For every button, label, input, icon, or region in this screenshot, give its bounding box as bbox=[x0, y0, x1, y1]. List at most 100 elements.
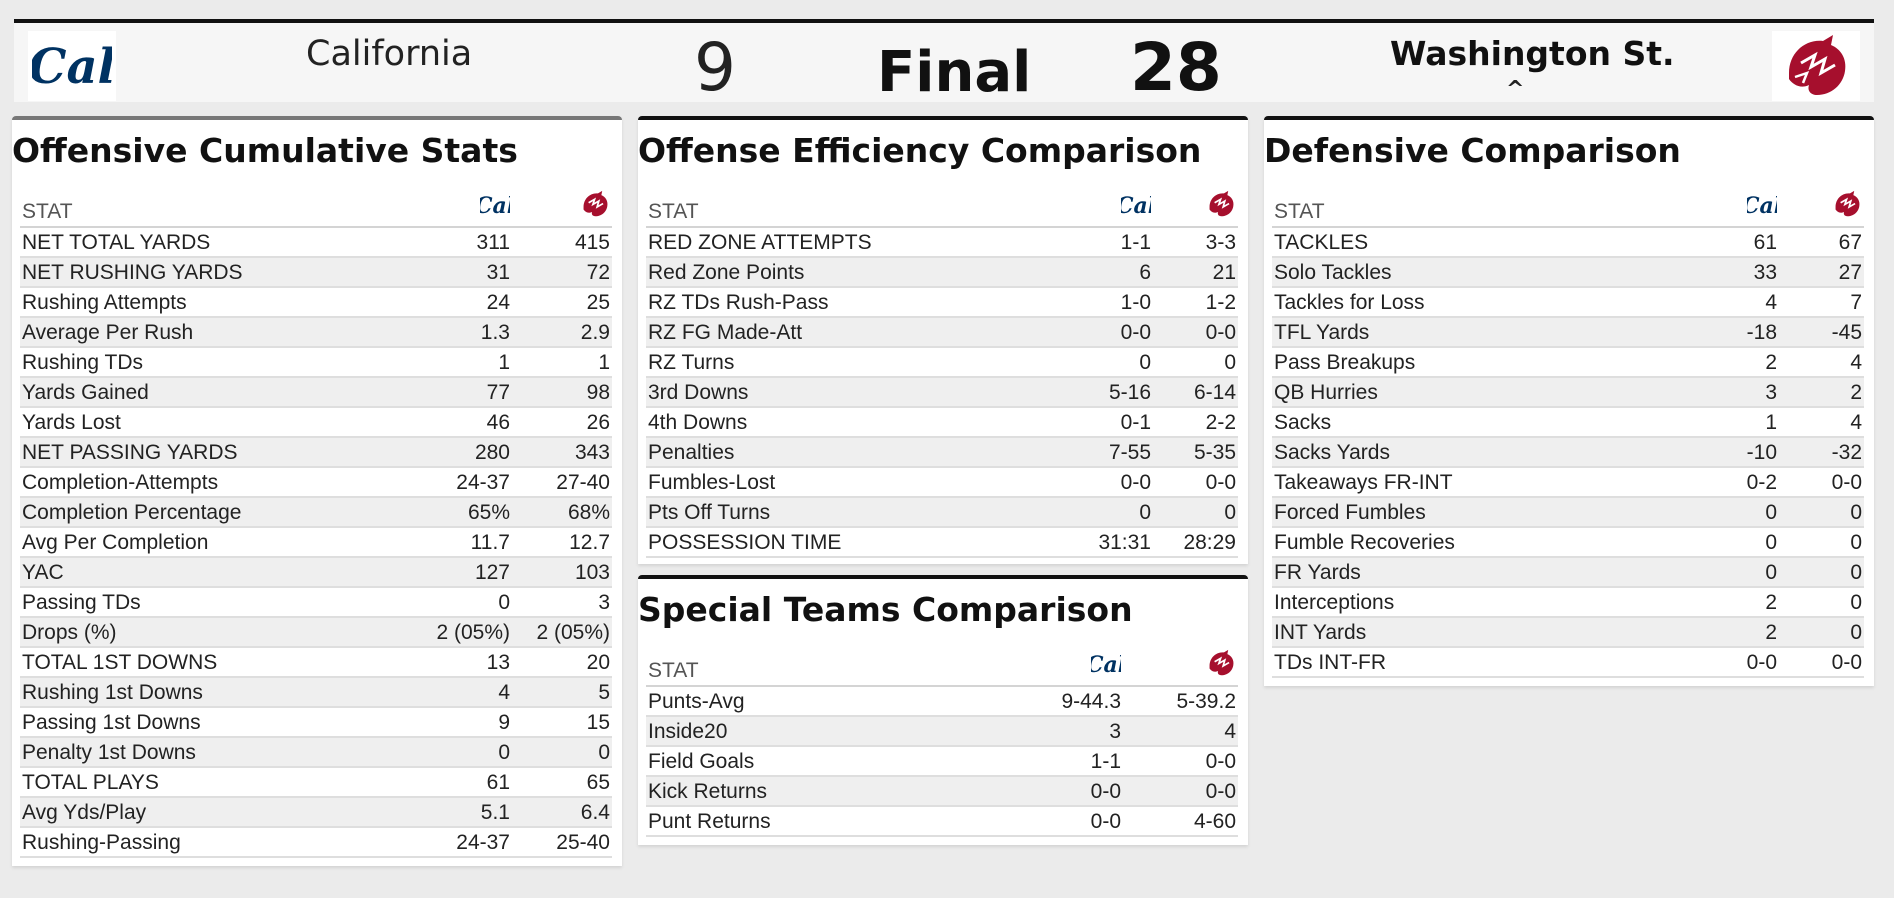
stat-label: Avg Yds/Play bbox=[20, 797, 412, 828]
svg-text:Cal: Cal bbox=[1091, 652, 1121, 677]
table-row: TACKLES 61 67 bbox=[1272, 227, 1864, 258]
table-row: POSSESSION TIME 31:31 28:29 bbox=[646, 527, 1238, 558]
cal-mini-logo-icon: Cal bbox=[1116, 193, 1156, 219]
cal-value: 11.7 bbox=[412, 527, 512, 558]
stat-label: Inside20 bbox=[646, 716, 1008, 747]
table-row: QB Hurries 3 2 bbox=[1272, 377, 1864, 408]
stat-label: POSSESSION TIME bbox=[646, 527, 1068, 558]
wsu-column-logo bbox=[1153, 190, 1238, 228]
stat-label: Forced Fumbles bbox=[1272, 497, 1694, 528]
special-teams-card: Special Teams Comparison STAT Cal Punts-… bbox=[638, 575, 1248, 845]
wsu-value: 12.7 bbox=[512, 527, 612, 558]
cal-value: 77 bbox=[412, 377, 512, 408]
wsu-value: 67 bbox=[1779, 227, 1864, 258]
table-header-row: STAT Cal bbox=[20, 190, 612, 228]
cal-mini-logo-icon: Cal bbox=[1742, 193, 1782, 219]
stat-label: Pts Off Turns bbox=[646, 497, 1068, 528]
stat-label: QB Hurries bbox=[1272, 377, 1694, 408]
stat-label: Penalty 1st Downs bbox=[20, 737, 412, 768]
cal-value: 3 bbox=[1694, 377, 1779, 408]
stat-label: 3rd Downs bbox=[646, 377, 1068, 408]
wsu-value: 25 bbox=[512, 287, 612, 318]
stat-label: Fumbles-Lost bbox=[646, 467, 1068, 498]
cal-value: 0 bbox=[1694, 527, 1779, 558]
cal-mini-logo-icon: Cal bbox=[475, 193, 515, 219]
stat-label: YAC bbox=[20, 557, 412, 588]
stat-label: RZ Turns bbox=[646, 347, 1068, 378]
table-row: 3rd Downs 5-16 6-14 bbox=[646, 377, 1238, 408]
table-row: TOTAL 1ST DOWNS 13 20 bbox=[20, 647, 612, 678]
stat-label: TACKLES bbox=[1272, 227, 1694, 258]
cal-value: 280 bbox=[412, 437, 512, 468]
cal-value: 2 (05%) bbox=[412, 617, 512, 648]
table-row: Avg Per Completion 11.7 12.7 bbox=[20, 527, 612, 558]
svg-text:Cal: Cal bbox=[1747, 193, 1777, 218]
wsu-cougar-logo bbox=[1772, 31, 1860, 101]
wsu-value: 28:29 bbox=[1153, 527, 1238, 558]
cal-value: 1-1 bbox=[1068, 227, 1153, 258]
wsu-value: 0 bbox=[512, 737, 612, 768]
cal-value: 0-0 bbox=[1008, 806, 1123, 837]
cal-value: 24-37 bbox=[412, 467, 512, 498]
stat-label: Rushing-Passing bbox=[20, 827, 412, 858]
table-row: YAC 127 103 bbox=[20, 557, 612, 588]
cal-value: -18 bbox=[1694, 317, 1779, 348]
stat-label: Completion-Attempts bbox=[20, 467, 412, 498]
table-row: NET TOTAL YARDS 311 415 bbox=[20, 227, 612, 258]
wsu-value: -45 bbox=[1779, 317, 1864, 348]
offensive-title: Offensive Cumulative Stats bbox=[12, 131, 518, 170]
cal-value: 0 bbox=[1068, 497, 1153, 528]
wsu-value: 103 bbox=[512, 557, 612, 588]
stat-label: Rushing Attempts bbox=[20, 287, 412, 318]
wsu-mini-logo-icon bbox=[1209, 190, 1234, 217]
table-row: Pass Breakups 2 4 bbox=[1272, 347, 1864, 378]
cal-value: 13 bbox=[412, 647, 512, 678]
stat-label: Rushing TDs bbox=[20, 347, 412, 378]
wsu-value: 5-35 bbox=[1153, 437, 1238, 468]
wsu-value: -32 bbox=[1779, 437, 1864, 468]
possession-caret-icon: ^ bbox=[1506, 77, 1525, 102]
wsu-value: 0-0 bbox=[1779, 467, 1864, 498]
special-teams-table: STAT Cal Punts-Avg9-44.35-39.2Inside2034… bbox=[646, 649, 1238, 837]
wsu-value: 20 bbox=[512, 647, 612, 678]
wsu-value: 3-3 bbox=[1153, 227, 1238, 258]
wsu-value: 0 bbox=[1779, 587, 1864, 618]
cal-value: 0 bbox=[1694, 497, 1779, 528]
wsu-value: 4 bbox=[1779, 407, 1864, 438]
stat-label: Sacks Yards bbox=[1272, 437, 1694, 468]
cougar-head-icon bbox=[1789, 35, 1846, 95]
cal-value: 31 bbox=[412, 257, 512, 288]
wsu-value: 27 bbox=[1779, 257, 1864, 288]
wsu-value: 0 bbox=[1779, 527, 1864, 558]
table-row: Average Per Rush 1.3 2.9 bbox=[20, 317, 612, 348]
table-row: Rushing-Passing 24-37 25-40 bbox=[20, 827, 612, 858]
cal-value: 2 bbox=[1694, 347, 1779, 378]
wsu-mini-logo-icon bbox=[583, 190, 608, 217]
stat-label: Red Zone Points bbox=[646, 257, 1068, 288]
home-score: 9 bbox=[694, 29, 736, 106]
cal-value: 7-55 bbox=[1068, 437, 1153, 468]
table-row: RZ TDs Rush-Pass 1-0 1-2 bbox=[646, 287, 1238, 318]
wsu-value: 25-40 bbox=[512, 827, 612, 858]
stat-label: NET TOTAL YARDS bbox=[20, 227, 412, 258]
cal-value: 1 bbox=[1694, 407, 1779, 438]
cal-value: 1-0 bbox=[1068, 287, 1153, 318]
stat-label: Fumble Recoveries bbox=[1272, 527, 1694, 558]
stat-label: Interceptions bbox=[1272, 587, 1694, 618]
wsu-value: 5 bbox=[512, 677, 612, 708]
cal-value: 0 bbox=[1694, 557, 1779, 588]
wsu-value: 4 bbox=[1779, 347, 1864, 378]
wsu-value: 72 bbox=[512, 257, 612, 288]
wsu-value: 4 bbox=[1123, 716, 1238, 747]
cal-value: 0-0 bbox=[1694, 647, 1779, 678]
table-row: Fumbles-Lost 0-0 0-0 bbox=[646, 467, 1238, 498]
cal-value: 0-1 bbox=[1068, 407, 1153, 438]
stat-label: Rushing 1st Downs bbox=[20, 677, 412, 708]
stat-label: NET PASSING YARDS bbox=[20, 437, 412, 468]
table-row: Drops (%) 2 (05%) 2 (05%) bbox=[20, 617, 612, 648]
stat-label: 4th Downs bbox=[646, 407, 1068, 438]
wsu-column-logo bbox=[1779, 190, 1864, 228]
cal-value: 46 bbox=[412, 407, 512, 438]
scoreboard-header: Cal California 9 Final 28 Washington St.… bbox=[14, 19, 1874, 102]
table-row: NET PASSING YARDS 280 343 bbox=[20, 437, 612, 468]
